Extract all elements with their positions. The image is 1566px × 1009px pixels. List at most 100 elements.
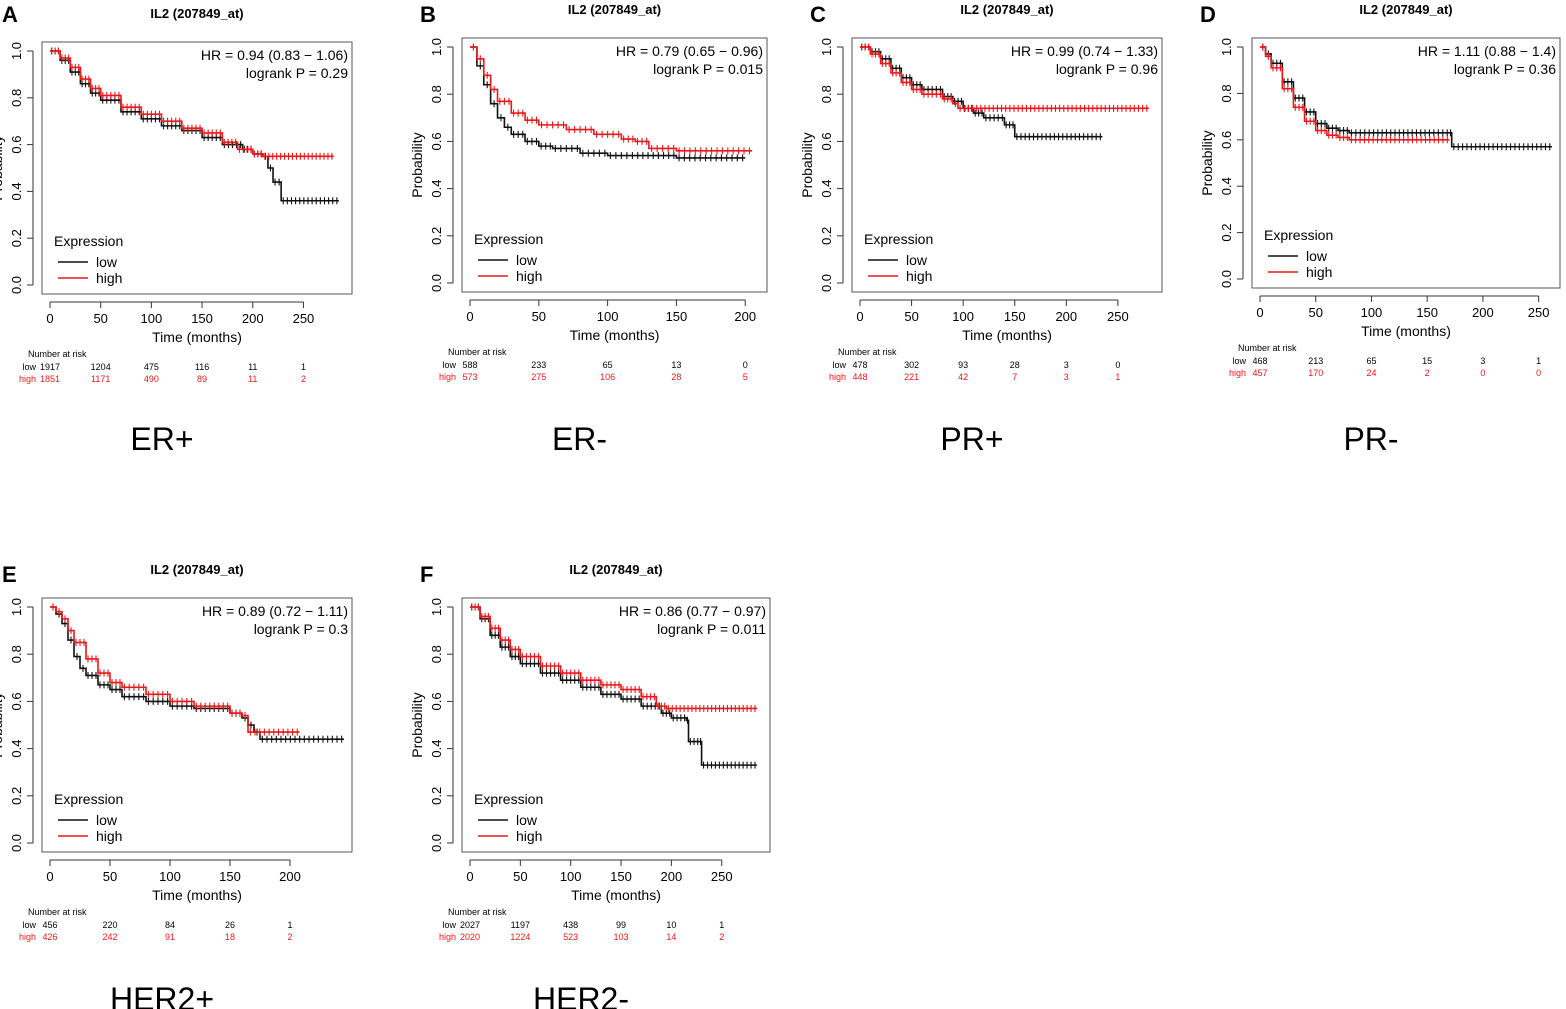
risk-high-value: 42 <box>958 372 968 382</box>
panel-a: A IL2 (207849_at) 0.0 0.2 0.4 0.6 0.8 1.0 Probab… <box>0 2 353 457</box>
risk-low-value: 1 <box>719 920 724 930</box>
panel-subtitle: ER- <box>552 421 607 457</box>
logrank-text: logrank P = 0.011 <box>657 621 766 637</box>
risk-high-value: 448 <box>852 372 867 382</box>
y-tick-label: 0.6 <box>819 132 834 150</box>
plot-frame <box>41 597 353 853</box>
legend-label-low: low <box>516 252 538 268</box>
chart-title: IL2 (207849_at) <box>150 6 243 21</box>
risk-low-value: 1 <box>1536 356 1541 366</box>
risk-low-value: 84 <box>165 920 175 930</box>
hr-text: HR = 0.94 (0.83 − 1.06) <box>201 47 348 63</box>
risk-title: Number at risk <box>28 349 87 359</box>
risk-title: Number at risk <box>28 907 87 917</box>
x-tick-label: 200 <box>661 869 683 884</box>
panel-letter: D <box>1200 2 1216 27</box>
risk-high-value: 457 <box>1252 368 1267 378</box>
x-tick-label: 200 <box>279 869 301 884</box>
hr-text: HR = 1.11 (0.88 − 1.4) <box>1418 43 1556 59</box>
risk-low-value: 10 <box>666 920 676 930</box>
logrank-text: logrank P = 0.3 <box>254 621 349 637</box>
risk-high-value: 89 <box>197 374 207 384</box>
risk-high-value: 14 <box>666 932 676 942</box>
x-axis-label: Time (months) <box>962 327 1052 343</box>
risk-high-value: 1 <box>1115 372 1120 382</box>
panel-subtitle: HER2+ <box>110 981 214 1009</box>
y-tick-label: 1.0 <box>429 598 444 616</box>
risk-low-value: 0 <box>1115 360 1120 370</box>
risk-low-value: 26 <box>225 920 235 930</box>
x-tick-label: 50 <box>103 869 117 884</box>
risk-high-value: 0 <box>1480 368 1485 378</box>
risk-high-value: 7 <box>1012 372 1017 382</box>
plot-frame <box>851 37 1163 293</box>
y-tick-label: 0.8 <box>9 89 24 107</box>
panel-e: E IL2 (207849_at) 0.0 0.2 0.4 0.6 0.8 1.0 Probab… <box>0 562 353 1009</box>
risk-title: Number at risk <box>448 347 507 357</box>
y-axis-label: Probability <box>0 692 5 757</box>
risk-low-value: 15 <box>1422 356 1432 366</box>
risk-low-value: 233 <box>531 360 546 370</box>
chart-title: IL2 (207849_at) <box>1359 2 1452 17</box>
panel-f: F IL2 (207849_at) 0.0 0.2 0.4 0.6 0.8 1.0 Probab… <box>409 562 771 1009</box>
chart-title: IL2 (207849_at) <box>569 562 662 577</box>
legend-title: Expression <box>474 231 543 247</box>
panel-subtitle: PR+ <box>940 421 1003 457</box>
y-tick-label: 0.4 <box>429 180 444 198</box>
y-tick-label: 0.6 <box>9 692 24 710</box>
panel-letter: B <box>420 2 436 27</box>
risk-high-value: 2020 <box>460 932 480 942</box>
y-tick-label: 0.0 <box>1219 270 1234 288</box>
hr-text: HR = 0.99 (0.74 − 1.33) <box>1011 43 1158 59</box>
legend-label-high: high <box>1306 264 1332 280</box>
x-tick-label: 50 <box>93 311 107 326</box>
y-tick-label: 0.8 <box>429 85 444 103</box>
risk-title: Number at risk <box>448 907 507 917</box>
hr-text: HR = 0.79 (0.65 − 0.96) <box>616 43 763 59</box>
risk-high-value: 2 <box>301 374 306 384</box>
x-axis-label: Time (months) <box>152 887 242 903</box>
risk-row-label-high: high <box>829 372 846 382</box>
risk-high-value: 170 <box>1308 368 1323 378</box>
risk-low-value: 475 <box>144 362 159 372</box>
risk-row-label-high: high <box>19 374 36 384</box>
x-tick-label: 0 <box>46 869 53 884</box>
legend-label-high: high <box>96 828 122 844</box>
y-tick-label: 0.4 <box>429 740 444 758</box>
plot-frame <box>1251 37 1561 289</box>
risk-title: Number at risk <box>838 347 897 357</box>
x-axis-label: Time (months) <box>152 329 242 345</box>
logrank-text: logrank P = 0.96 <box>1056 61 1158 77</box>
panel-letter: F <box>420 562 433 587</box>
y-tick-label: 0.2 <box>819 227 834 245</box>
risk-low-value: 11 <box>248 362 257 372</box>
risk-low-value: 28 <box>1010 360 1020 370</box>
risk-row-label-low: low <box>442 920 456 930</box>
y-tick-label: 0.2 <box>1219 224 1234 242</box>
chart-title: IL2 (207849_at) <box>150 562 243 577</box>
risk-row-label-low: low <box>832 360 846 370</box>
y-tick-label: 0.4 <box>1219 177 1234 195</box>
x-tick-label: 250 <box>711 869 733 884</box>
risk-row-label-low: low <box>1232 356 1246 366</box>
x-tick-label: 200 <box>734 309 756 324</box>
y-tick-label: 0.0 <box>819 274 834 292</box>
chart-title: IL2 (207849_at) <box>568 2 661 17</box>
legend-label-low: low <box>96 254 118 270</box>
y-tick-label: 0.8 <box>1219 84 1234 102</box>
x-tick-label: 100 <box>560 869 582 884</box>
risk-high-value: 28 <box>671 372 681 382</box>
risk-low-value: 0 <box>743 360 748 370</box>
panel-letter: E <box>2 562 17 587</box>
x-axis-label: Time (months) <box>1361 323 1451 339</box>
y-tick-label: 0.0 <box>9 834 24 852</box>
km-curve-low <box>470 46 746 159</box>
panel-subtitle: HER2- <box>533 981 629 1009</box>
risk-high-value: 490 <box>144 374 159 384</box>
y-tick-label: 0.2 <box>429 787 444 805</box>
risk-high-value: 0 <box>1536 368 1541 378</box>
hr-text: HR = 0.86 (0.77 − 0.97) <box>619 603 766 619</box>
risk-low-value: 456 <box>42 920 57 930</box>
y-tick-label: 0.8 <box>9 645 24 663</box>
risk-high-value: 426 <box>42 932 57 942</box>
